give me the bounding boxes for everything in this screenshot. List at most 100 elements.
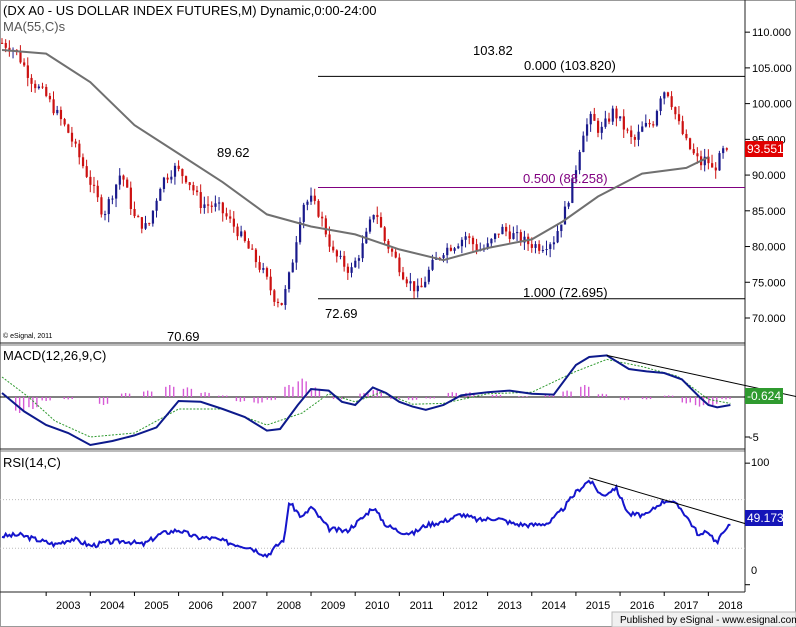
candle-body [265, 268, 269, 277]
candle-body [523, 236, 526, 243]
candle-body [298, 221, 302, 243]
candle-body [148, 223, 151, 225]
candle-body [52, 99, 55, 114]
candle-body [335, 250, 338, 257]
candle-body [424, 281, 427, 288]
candle-body [56, 109, 59, 114]
candle-body [593, 113, 596, 121]
candle-body [545, 249, 548, 251]
candle-body [696, 153, 699, 157]
candle-body [184, 176, 188, 183]
candle-body [633, 137, 636, 140]
candle-body [648, 122, 651, 125]
candle-body [402, 272, 405, 280]
fib-label-100: 1.000 (72.695) [523, 285, 608, 300]
rsi-trendline [589, 477, 751, 526]
candle-body [63, 119, 66, 125]
candle-body [519, 232, 522, 243]
candle-body [195, 190, 199, 193]
candle-body [23, 62, 26, 66]
candle-body [159, 188, 162, 201]
candle-body [192, 185, 195, 191]
candle-body [177, 165, 180, 170]
candle-body [240, 231, 243, 237]
candle-body [567, 202, 570, 207]
candle-body [501, 226, 504, 235]
price-tick-label: 90.000 [752, 170, 786, 182]
fibonacci-levels [318, 75, 745, 300]
macd-value: -0.624 [747, 389, 781, 403]
candle-body [262, 268, 265, 270]
candle-body [663, 92, 666, 99]
time-tick-label: 2018 [718, 600, 742, 612]
candle-body [420, 285, 423, 288]
candle-body [313, 195, 316, 201]
candle-body [306, 201, 309, 205]
candle-body [78, 143, 81, 158]
candle-body [560, 224, 563, 232]
candle-body [505, 226, 508, 232]
candle-body [287, 272, 291, 290]
ma-line [1, 49, 709, 262]
candle-body [100, 197, 103, 215]
rsi-axis-label-0: 0 [751, 565, 757, 577]
candle-body [383, 227, 386, 242]
candle-body [534, 244, 537, 248]
candle-body [413, 281, 416, 292]
candle-body [243, 231, 247, 241]
candle-body [155, 200, 158, 211]
time-tick-label: 2012 [453, 600, 477, 612]
rsi-value-tag [745, 510, 783, 526]
last-price-value: 93.551 [747, 142, 784, 156]
price-tick-label: 70.000 [752, 313, 786, 325]
candle-body [718, 153, 721, 171]
macd-title: MACD(12,26,9,C) [3, 348, 106, 363]
candle-body [416, 285, 419, 292]
candle-body [1, 42, 4, 44]
candle-body [475, 244, 478, 251]
candle-body [115, 184, 118, 199]
candle-body [666, 92, 670, 97]
candle-body [372, 214, 375, 220]
time-tick-label: 2005 [144, 600, 168, 612]
candle-body [188, 182, 191, 186]
annotation-high-2017: 103.82 [473, 43, 513, 58]
candle-body [589, 113, 592, 125]
price-tick-label: 75.000 [752, 277, 786, 289]
last-price-tag [745, 141, 783, 157]
footer-credit[interactable]: Published by eSignal - www.esignal.com [620, 615, 796, 626]
candle-body [321, 216, 324, 219]
candle-body [600, 126, 603, 133]
candle-body [291, 262, 294, 273]
rsi-plot [0, 462, 751, 586]
time-tick-label: 2003 [56, 600, 80, 612]
candle-body [471, 237, 475, 245]
candle-body [398, 257, 401, 273]
candle-body [722, 148, 725, 154]
time-tick-label: 2011 [410, 600, 434, 612]
annotation-high-2008: 89.62 [217, 145, 250, 160]
candle-body [343, 255, 346, 267]
candle-body [269, 276, 272, 291]
candle-body [310, 195, 313, 202]
candle-body [218, 202, 221, 204]
candle-body [221, 202, 224, 214]
candle-body [48, 95, 52, 100]
candle-body [427, 269, 430, 282]
candle-body [681, 121, 684, 134]
candle-body [707, 156, 710, 164]
candle-body [626, 129, 629, 131]
price-tick-label: 110.000 [752, 27, 791, 39]
candle-body [497, 233, 500, 235]
candle-body [361, 243, 364, 259]
candle-body [394, 251, 397, 258]
candle-body [563, 206, 567, 225]
candle-body [390, 248, 394, 252]
candle-body [357, 258, 361, 261]
price-tick-label: 105.000 [752, 63, 792, 75]
candle-body [674, 107, 677, 115]
candle-body [541, 250, 545, 252]
candle-body [133, 208, 136, 217]
candle-body [328, 234, 331, 247]
fib-label-50: 0.500 (88.258) [523, 171, 608, 186]
